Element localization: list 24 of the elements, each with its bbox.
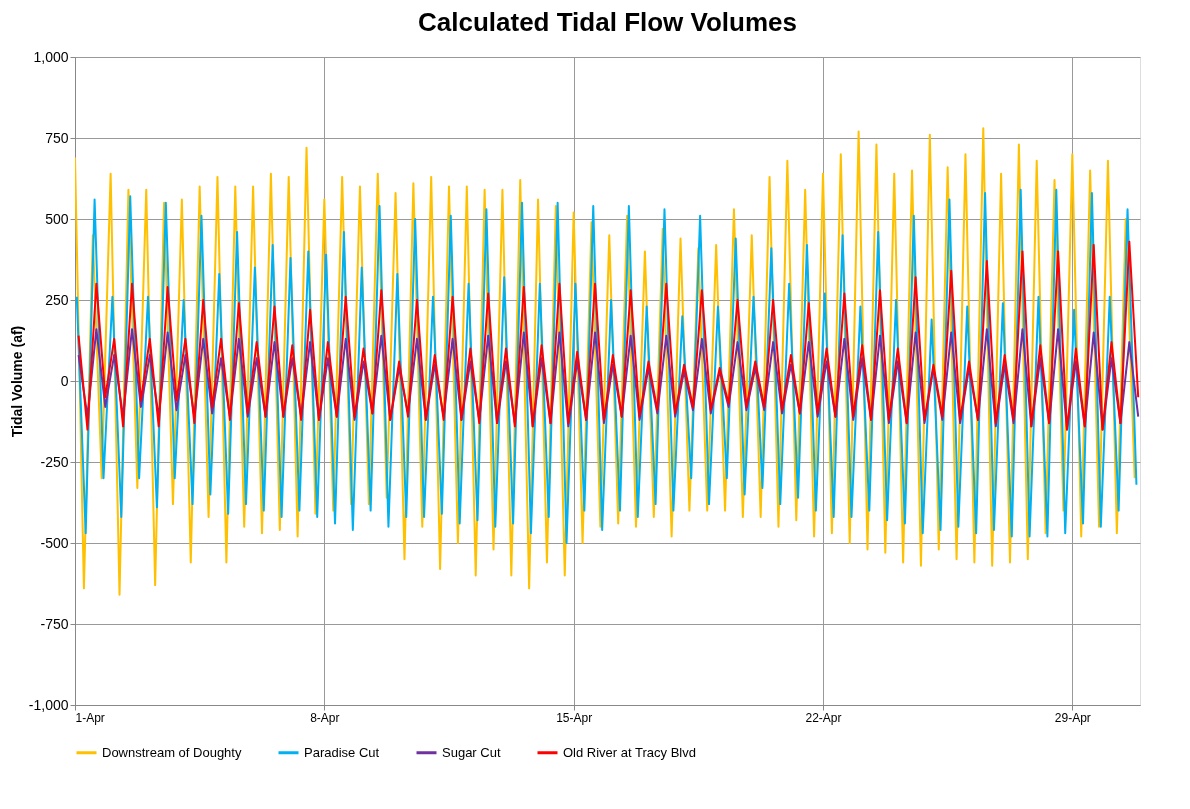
y-axis-title: Tidal Volume (af) (8, 325, 25, 438)
legend-label: Old River at Tracy Blvd (563, 744, 696, 760)
y-tick-label: 250 (45, 291, 69, 308)
line-series (75, 127, 1136, 596)
y-tick-label: 0 (60, 372, 69, 389)
line-series (77, 240, 1140, 431)
y-tick-label: 1,000 (33, 48, 69, 65)
line-series (75, 188, 1138, 544)
x-tick-label: 22-Apr (805, 710, 842, 725)
y-tick-label: -500 (40, 534, 69, 551)
legend-label: Paradise Cut (304, 744, 380, 760)
y-tick-label: -250 (40, 453, 69, 470)
line-series (77, 328, 1140, 431)
y-tick-label: 500 (45, 210, 69, 227)
legend-label: Downstream of Doughty (102, 744, 242, 760)
x-tick-label: 29-Apr (1054, 710, 1091, 725)
chart-title: Calculated Tidal Flow Volumes (417, 7, 798, 37)
x-tick-label: 8-Apr (310, 710, 340, 725)
y-tick-label: 750 (45, 129, 69, 146)
x-tick-label: 15-Apr (556, 710, 593, 725)
y-tick-label: -750 (40, 615, 69, 632)
y-tick-label: -1,000 (28, 696, 69, 713)
x-tick-label: 1-Apr (75, 710, 105, 725)
legend-label: Sugar Cut (442, 744, 501, 760)
